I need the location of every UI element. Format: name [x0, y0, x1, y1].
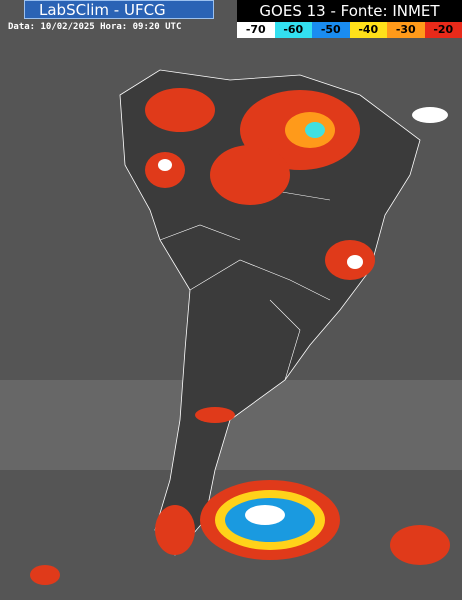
convective-clouds — [30, 88, 450, 585]
scale-swatch: -20 — [424, 22, 462, 38]
color-scale: -70 -60 -50 -40 -30 -20 — [237, 22, 462, 38]
logo: LabSClim - UFCG — [24, 0, 214, 19]
scale-swatch: -50 — [312, 22, 350, 38]
scale-swatch: -70 — [237, 22, 275, 38]
scale-swatch: -30 — [387, 22, 425, 38]
scale-swatch: -60 — [274, 22, 312, 38]
timestamp: Data: 10/02/2025 Hora: 09:20 UTC — [8, 22, 182, 32]
scale-swatch: -40 — [349, 22, 387, 38]
source-label: GOES 13 - Fonte: INMET — [237, 0, 462, 22]
